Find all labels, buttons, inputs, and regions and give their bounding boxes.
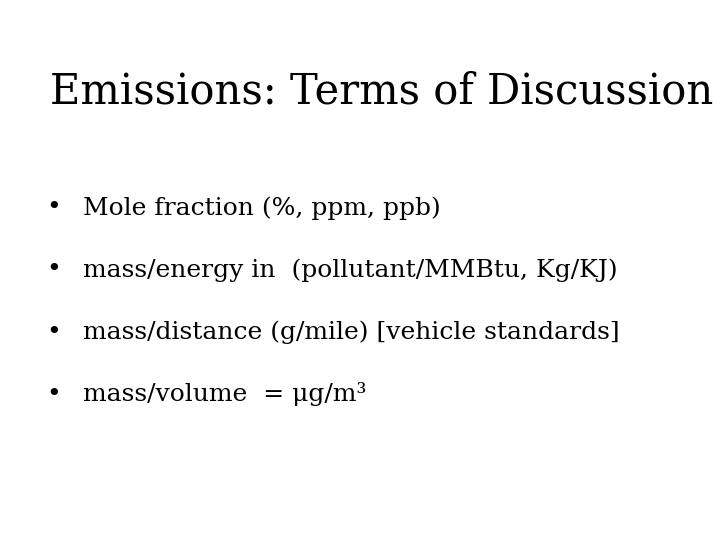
Text: •: • xyxy=(47,197,61,219)
Text: •: • xyxy=(47,321,61,343)
Text: Emissions: Terms of Discussion: Emissions: Terms of Discussion xyxy=(50,70,714,112)
Text: •: • xyxy=(47,259,61,281)
Text: mass/energy in  (pollutant/MMBtu, Kg/KJ): mass/energy in (pollutant/MMBtu, Kg/KJ) xyxy=(83,258,618,282)
Text: Mole fraction (%, ppm, ppb): Mole fraction (%, ppm, ppb) xyxy=(83,196,441,220)
Text: mass/distance (g/mile) [vehicle standards]: mass/distance (g/mile) [vehicle standard… xyxy=(83,320,619,344)
Text: •: • xyxy=(47,383,61,406)
Text: mass/volume  = μg/m³: mass/volume = μg/m³ xyxy=(83,382,366,406)
